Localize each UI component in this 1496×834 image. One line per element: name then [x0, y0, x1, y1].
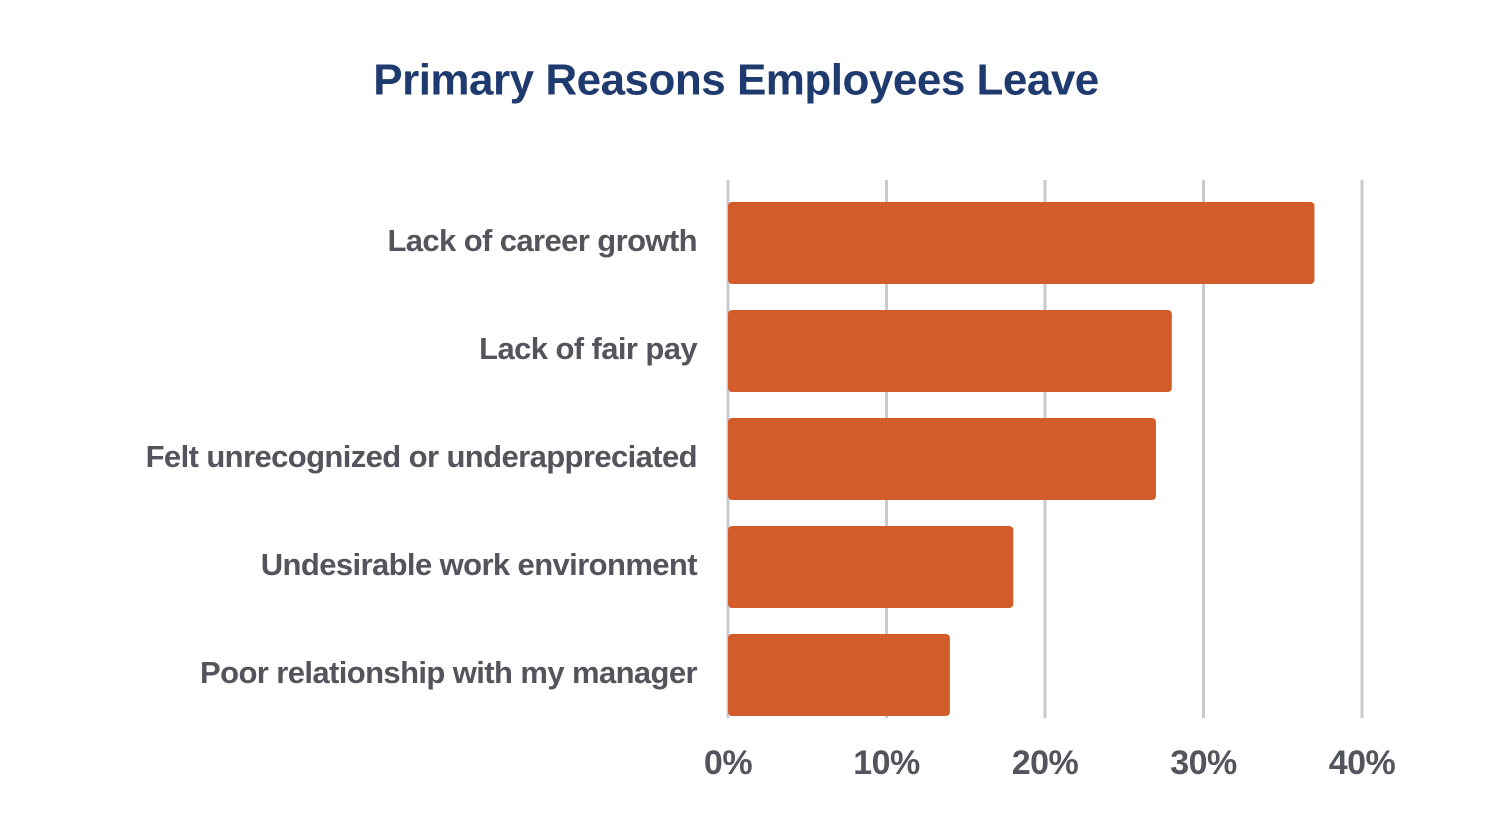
x-tick-label: 10% — [853, 744, 920, 782]
bar — [728, 526, 1014, 608]
y-tick-label: Undesirable work environment — [261, 547, 698, 582]
x-tick-label: 0% — [704, 744, 752, 782]
bar — [728, 634, 950, 716]
x-tick-label: 30% — [1170, 744, 1237, 782]
x-tick-label: 20% — [1012, 744, 1079, 782]
y-tick-label: Felt unrecognized or underappreciated — [146, 439, 697, 474]
y-tick-label: Lack of fair pay — [479, 331, 698, 366]
x-tick-label: 40% — [1329, 744, 1396, 782]
chart-title: Primary Reasons Employees Leave — [373, 56, 1099, 105]
y-tick-label: Poor relationship with my manager — [200, 655, 698, 690]
bar — [728, 418, 1156, 500]
y-tick-label: Lack of career growth — [387, 223, 697, 258]
bar — [728, 202, 1315, 284]
bar — [728, 310, 1172, 392]
